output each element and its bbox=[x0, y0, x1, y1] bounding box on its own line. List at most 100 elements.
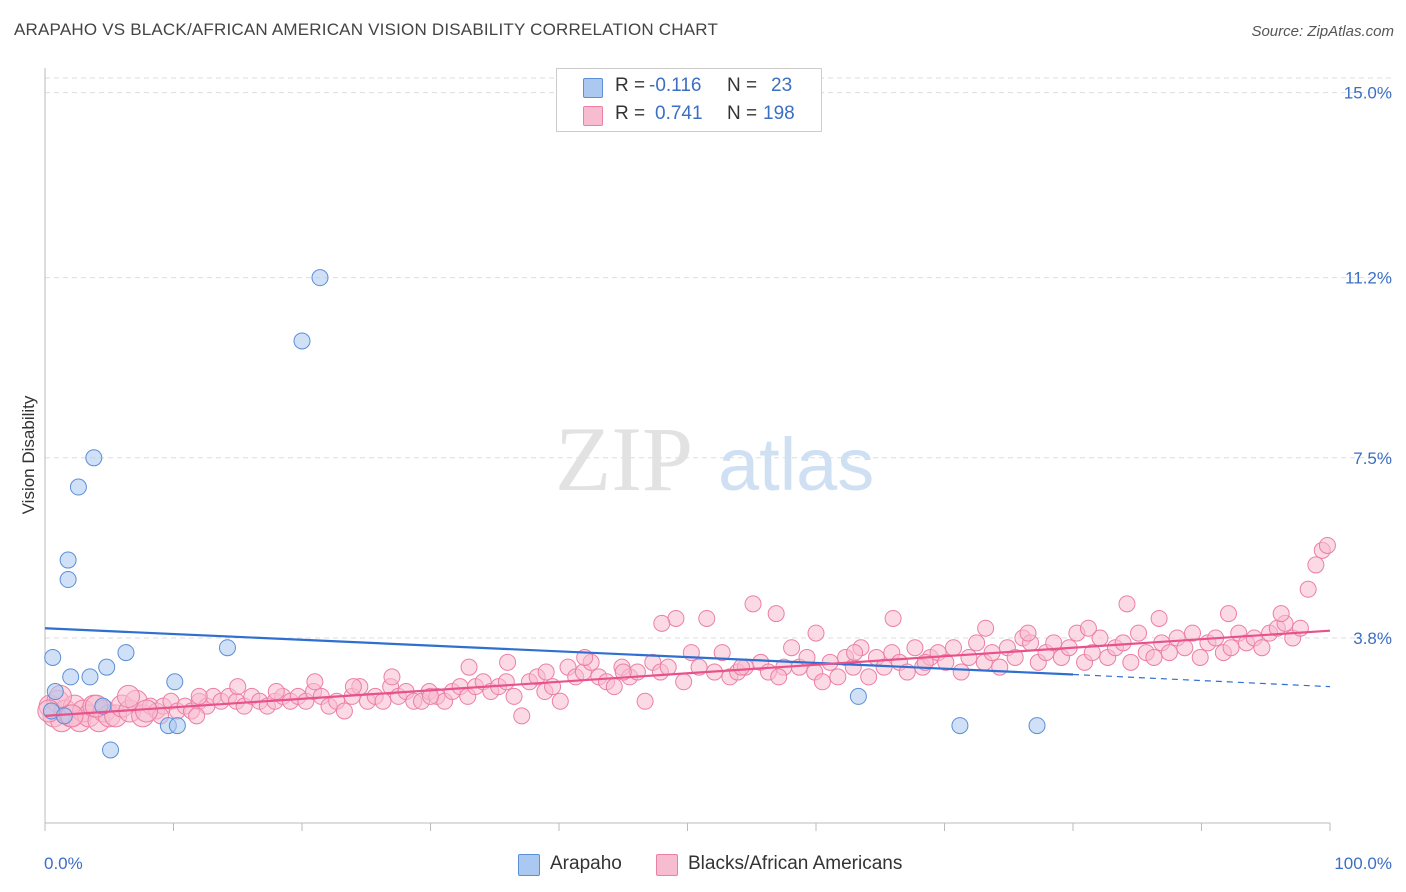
bottom-legend-arapaho: Arapaho bbox=[518, 852, 638, 878]
black-point bbox=[675, 673, 693, 691]
arapaho-point bbox=[59, 551, 77, 569]
black-point bbox=[1118, 595, 1136, 613]
black-point bbox=[1083, 644, 1101, 662]
black-point bbox=[937, 653, 955, 671]
black-point bbox=[1253, 639, 1271, 657]
black-point bbox=[422, 687, 439, 705]
watermark-zip: ZIP bbox=[555, 408, 693, 510]
trend-lines bbox=[44, 627, 1331, 717]
arapaho-point bbox=[951, 717, 969, 735]
source-note: Source: ZipAtlas.com bbox=[1251, 23, 1394, 40]
n-value: 198 bbox=[763, 103, 795, 124]
black-point bbox=[499, 653, 517, 671]
arapaho-point bbox=[69, 478, 87, 496]
black-point bbox=[783, 639, 801, 657]
black-point bbox=[813, 673, 831, 691]
bottom-legend-label: Blacks/African Americans bbox=[688, 853, 903, 874]
black-point bbox=[653, 614, 671, 632]
black-point bbox=[744, 595, 762, 613]
arapaho-swatch bbox=[583, 78, 603, 98]
black-point bbox=[659, 658, 677, 676]
black-point bbox=[698, 609, 716, 627]
arapaho-point bbox=[1028, 717, 1046, 735]
n-value: 23 bbox=[771, 75, 793, 96]
arapaho-point bbox=[102, 741, 120, 759]
arapaho-point bbox=[46, 683, 64, 701]
black-point bbox=[551, 692, 569, 710]
black-point bbox=[383, 668, 401, 686]
bottom-legend-label: Arapaho bbox=[550, 853, 622, 874]
r-label: R = bbox=[615, 103, 646, 124]
black-point bbox=[135, 699, 159, 723]
black-point bbox=[1184, 624, 1202, 642]
x-tick-label-max: 100.0% bbox=[1334, 854, 1392, 873]
black-point bbox=[344, 678, 362, 696]
black-point bbox=[267, 683, 285, 701]
arapaho-point bbox=[94, 697, 112, 715]
black-point bbox=[188, 707, 206, 725]
black-point bbox=[713, 644, 731, 662]
black-point bbox=[732, 658, 750, 676]
arapaho-point bbox=[98, 658, 116, 676]
black-point bbox=[306, 673, 324, 691]
black-point bbox=[1045, 634, 1063, 652]
arapaho-point bbox=[85, 449, 103, 467]
black-point bbox=[1019, 624, 1037, 642]
black-point bbox=[767, 605, 785, 623]
black-point bbox=[1114, 634, 1132, 652]
black-point bbox=[846, 644, 864, 662]
black-point bbox=[829, 668, 847, 686]
black-point bbox=[1272, 605, 1290, 623]
black-point bbox=[1299, 580, 1317, 598]
arapaho-trend-extension bbox=[1072, 673, 1331, 688]
arapaho-point bbox=[168, 717, 186, 735]
black-point bbox=[906, 639, 924, 657]
chart-title: ARAPAHO VS BLACK/AFRICAN AMERICAN VISION… bbox=[14, 20, 719, 39]
black-point bbox=[497, 673, 515, 691]
arapaho-point bbox=[849, 687, 867, 705]
arapaho-point bbox=[44, 648, 62, 666]
black-trend-line bbox=[44, 629, 1331, 717]
y-tick-label: 7.5% bbox=[1353, 449, 1392, 468]
arapaho-point bbox=[62, 668, 80, 686]
black-point bbox=[991, 658, 1009, 676]
black-swatch bbox=[656, 854, 678, 876]
x-tick-label-min: 0.0% bbox=[44, 854, 83, 873]
black-point bbox=[117, 684, 141, 708]
black-point bbox=[1079, 619, 1097, 637]
black-point bbox=[1130, 624, 1148, 642]
legend-row-black: R = 0.741 N = 198 bbox=[557, 100, 821, 128]
arapaho-trend-line bbox=[44, 627, 1074, 676]
black-point bbox=[1160, 644, 1178, 662]
black-point bbox=[335, 702, 353, 720]
arapaho-point bbox=[311, 269, 329, 287]
black-swatch bbox=[583, 106, 603, 126]
black-point bbox=[770, 668, 788, 686]
black-point bbox=[1145, 648, 1163, 666]
black-point bbox=[537, 663, 555, 681]
black-point bbox=[1222, 639, 1240, 657]
r-value: 0.741 bbox=[655, 103, 703, 124]
black-point bbox=[968, 634, 986, 652]
black-point bbox=[229, 678, 247, 696]
black-point bbox=[960, 648, 978, 666]
black-point bbox=[884, 609, 902, 627]
series-arapaho bbox=[42, 269, 1046, 759]
n-label: N = bbox=[727, 103, 758, 124]
black-point bbox=[1006, 648, 1024, 666]
y-tick-label: 15.0% bbox=[1344, 84, 1392, 103]
arapaho-point bbox=[166, 673, 184, 691]
arapaho-point bbox=[218, 639, 236, 657]
y-axis-title: Vision Disability bbox=[19, 395, 38, 514]
bottom-legend-black: Blacks/African Americans bbox=[656, 852, 936, 878]
black-point bbox=[667, 609, 685, 627]
arapaho-point bbox=[293, 332, 311, 350]
y-tick-label: 11.2% bbox=[1345, 269, 1392, 288]
black-point bbox=[952, 663, 970, 681]
arapaho-point bbox=[59, 571, 77, 589]
black-point bbox=[977, 619, 995, 637]
arapaho-swatch bbox=[518, 854, 540, 876]
black-point bbox=[1307, 556, 1325, 574]
black-point bbox=[374, 692, 392, 710]
